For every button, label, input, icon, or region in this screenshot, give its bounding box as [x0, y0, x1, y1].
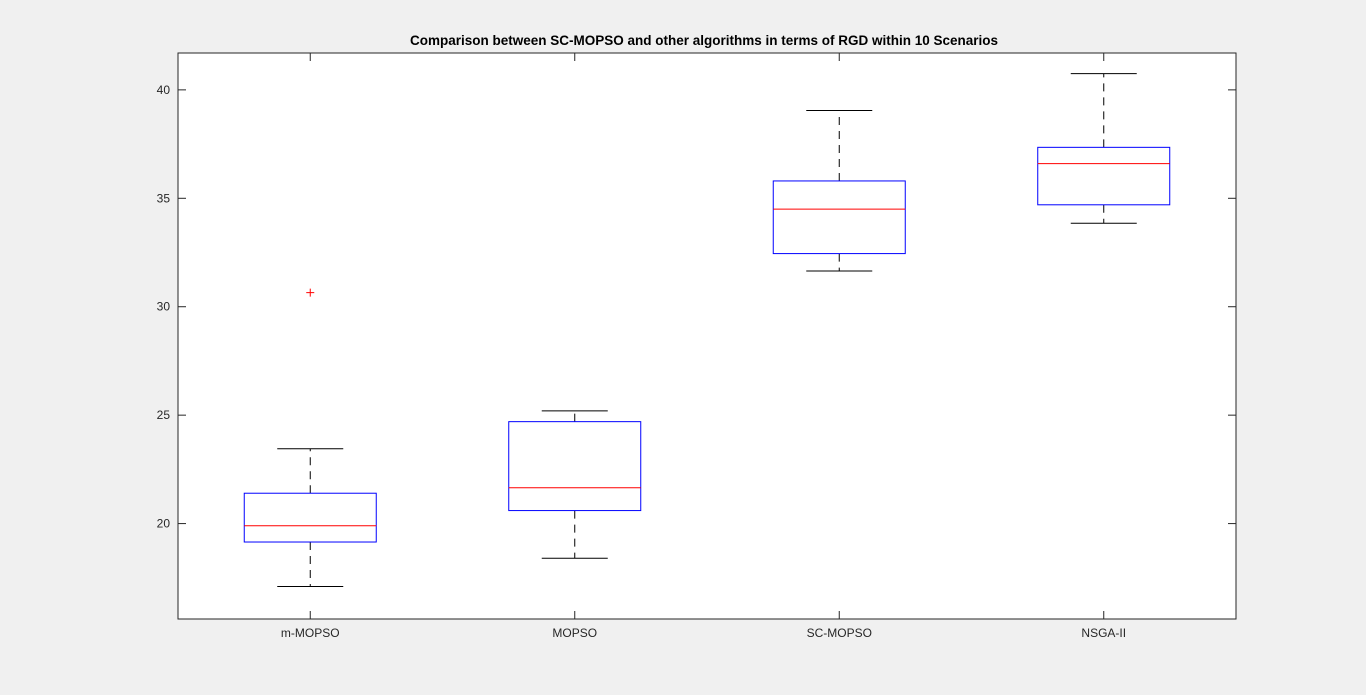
y-tick-label: 20 — [157, 517, 171, 531]
box-mopso — [508, 410, 642, 559]
y-tick-label: 30 — [157, 300, 171, 314]
chart-title: Comparison between SC-MOPSO and other al… — [410, 33, 998, 48]
box-nsga-ii — [1037, 73, 1171, 224]
x-tick-label: NSGA-II — [1081, 626, 1126, 640]
iqr-box — [1037, 146, 1171, 206]
x-tick-label: SC-MOPSO — [807, 626, 872, 640]
x-tick-label: MOPSO — [552, 626, 597, 640]
iqr-box — [243, 492, 377, 543]
axis-ticks: 20 25 30 35 40 m-MOPSO MOPSO SC-MOPSO NSGA-II — [157, 53, 1236, 640]
iqr-box — [772, 180, 906, 255]
x-tick-label: m-MOPSO — [281, 626, 340, 640]
y-tick-label: 35 — [157, 191, 171, 205]
iqr-box — [508, 421, 642, 512]
box-sc-mopso — [772, 109, 906, 272]
outlier-marker — [306, 288, 315, 297]
axes-frame — [177, 52, 1237, 620]
box-plots — [243, 73, 1171, 587]
box-m-mopso — [243, 288, 377, 587]
y-tick-label: 25 — [157, 408, 171, 422]
plot-area — [178, 53, 1236, 619]
y-tick-label: 40 — [157, 83, 171, 97]
